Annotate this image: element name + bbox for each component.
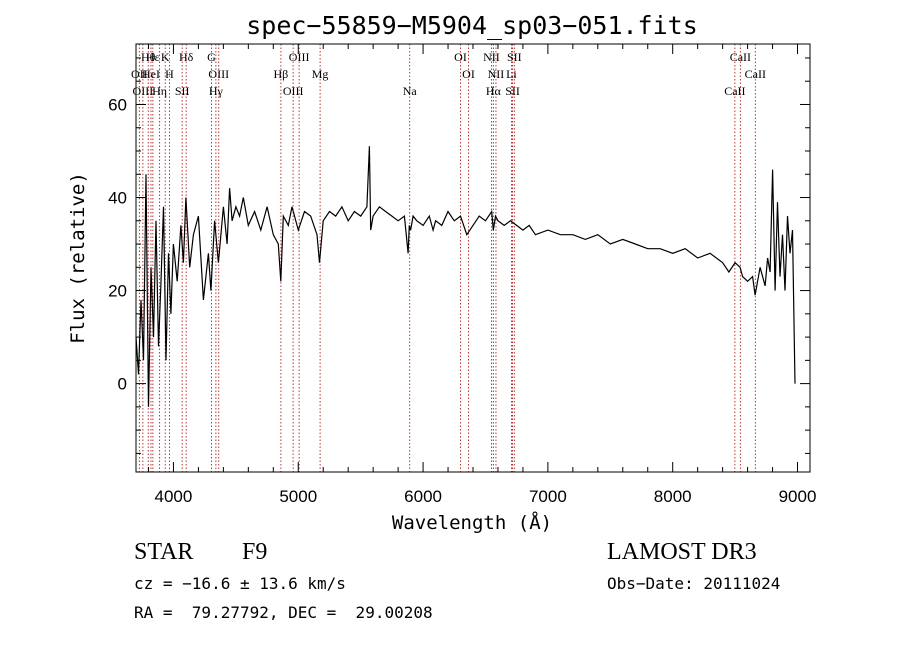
spectral-line-label: Li: [506, 67, 517, 81]
spectral-line-label: Na: [403, 84, 418, 98]
spectral-line-label: Hε: [146, 50, 160, 64]
spectral-line-label: OIII: [133, 84, 154, 98]
survey-name: LAMOST DR3: [607, 539, 757, 565]
spectral-line-label: Hδ: [179, 50, 194, 64]
spectral-line-label: HeI: [142, 67, 160, 81]
x-axis-label: Wavelength (Å): [392, 511, 552, 534]
y-tick-label: 0: [118, 375, 127, 394]
spectral-line-labels: HθOIIOIIIHεHeIHηKHSIIHδOIIIHγGHβOIIIOIII…: [131, 50, 766, 98]
flux-series-line: [135, 146, 796, 407]
spectral-line-label: CaII: [724, 84, 745, 98]
spectral-line-label: OI: [462, 67, 475, 81]
x-axis: 4000 5000 6000 7000 8000 9000: [147, 44, 817, 506]
y-tick-label: 60: [108, 95, 127, 114]
x-tick-label: 8000: [654, 487, 692, 506]
x-tick-label: 6000: [404, 487, 442, 506]
y-axis-label: Flux (relative): [67, 172, 89, 344]
y-tick-label: 40: [108, 189, 127, 208]
spectral-line-label: NII: [488, 67, 505, 81]
spectral-line-label: OIII: [283, 84, 304, 98]
spectral-line-label: Hθ: [141, 50, 156, 64]
plot-frame: [135, 43, 811, 473]
spectral-line-label: Hβ: [274, 67, 289, 81]
spectral-line-label: SII: [175, 84, 190, 98]
redshift-velocity: cz = −16.6 ± 13.6 km/s: [134, 574, 346, 593]
chart-title: spec−55859−M5904_sp03−051.fits: [246, 11, 698, 40]
x-tick-label: 5000: [279, 487, 317, 506]
x-tick-label: 9000: [779, 487, 817, 506]
spectral-line-label: NII: [483, 50, 500, 64]
spectral-line-label: G: [207, 50, 216, 64]
object-class: STAR: [134, 539, 194, 565]
spectral-line-label: OIII: [289, 50, 310, 64]
x-tick-label: 7000: [529, 487, 567, 506]
spectral-line-label: OIII: [208, 67, 229, 81]
x-tick-label: 4000: [155, 487, 193, 506]
spectral-line-label: H: [165, 67, 174, 81]
spectral-line-label: SII: [505, 84, 520, 98]
spectral-line-label: K: [161, 50, 170, 64]
spectral-line-label: OII: [131, 67, 148, 81]
spectral-line-label: SII: [507, 50, 522, 64]
y-axis: 0 20 40 60: [108, 57, 810, 454]
y-tick-label: 20: [108, 282, 127, 301]
object-subclass: F9: [242, 539, 268, 565]
coordinates: RA = 79.27792, DEC = 29.00208: [134, 603, 433, 622]
spectral-line-label: Hη: [152, 84, 167, 98]
spectral-line-label: Hγ: [209, 84, 224, 98]
observation-date: Obs−Date: 20111024: [607, 574, 781, 593]
spectral-line-markers: [138, 44, 756, 472]
spectral-line-label: CaII: [730, 50, 751, 64]
spectral-line-label: Mg: [312, 67, 329, 81]
spectral-line-label: OI: [454, 50, 467, 64]
spectral-line-label: Hα: [486, 84, 502, 98]
spectral-line-label: CaII: [745, 67, 766, 81]
